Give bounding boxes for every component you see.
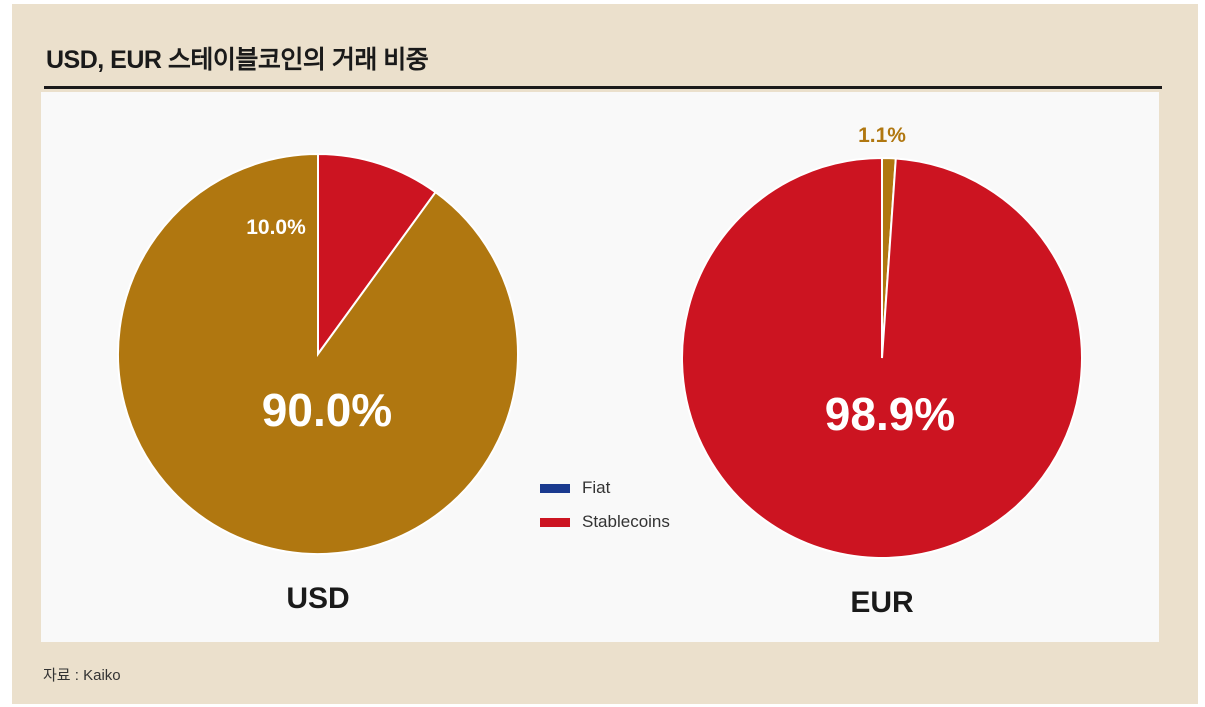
pie-chart-usd: 10.0% 90.0% USD [117, 152, 519, 615]
pie-slice-usd-1 [117, 152, 519, 555]
slice-label-eur-0: 1.1% [858, 124, 906, 147]
pie-chart-eur: 1.1% 98.9% EUR [681, 124, 1083, 619]
legend-label-fiat: Fiat [582, 478, 611, 497]
source-note: 자료 : Kaiko [43, 667, 121, 684]
slice-label-usd-1: 90.0% [262, 384, 392, 436]
pie-name-usd: USD [286, 582, 349, 615]
legend-swatch-fiat [540, 484, 570, 493]
pie-slice-eur-1 [681, 156, 1083, 559]
slice-label-eur-1: 98.9% [825, 388, 955, 440]
legend-swatch-stablecoins [540, 518, 570, 527]
slice-label-usd-0: 10.0% [246, 216, 306, 239]
legend-label-stablecoins: Stablecoins [582, 512, 670, 531]
pie-name-eur: EUR [850, 586, 914, 619]
chart-title: USD, EUR 스테이블코인의 거래 비중 [46, 46, 429, 74]
pie-slice-usd-0 [317, 152, 437, 358]
title-rule [44, 86, 1162, 89]
legend: Fiat Stablecoins [540, 478, 670, 531]
